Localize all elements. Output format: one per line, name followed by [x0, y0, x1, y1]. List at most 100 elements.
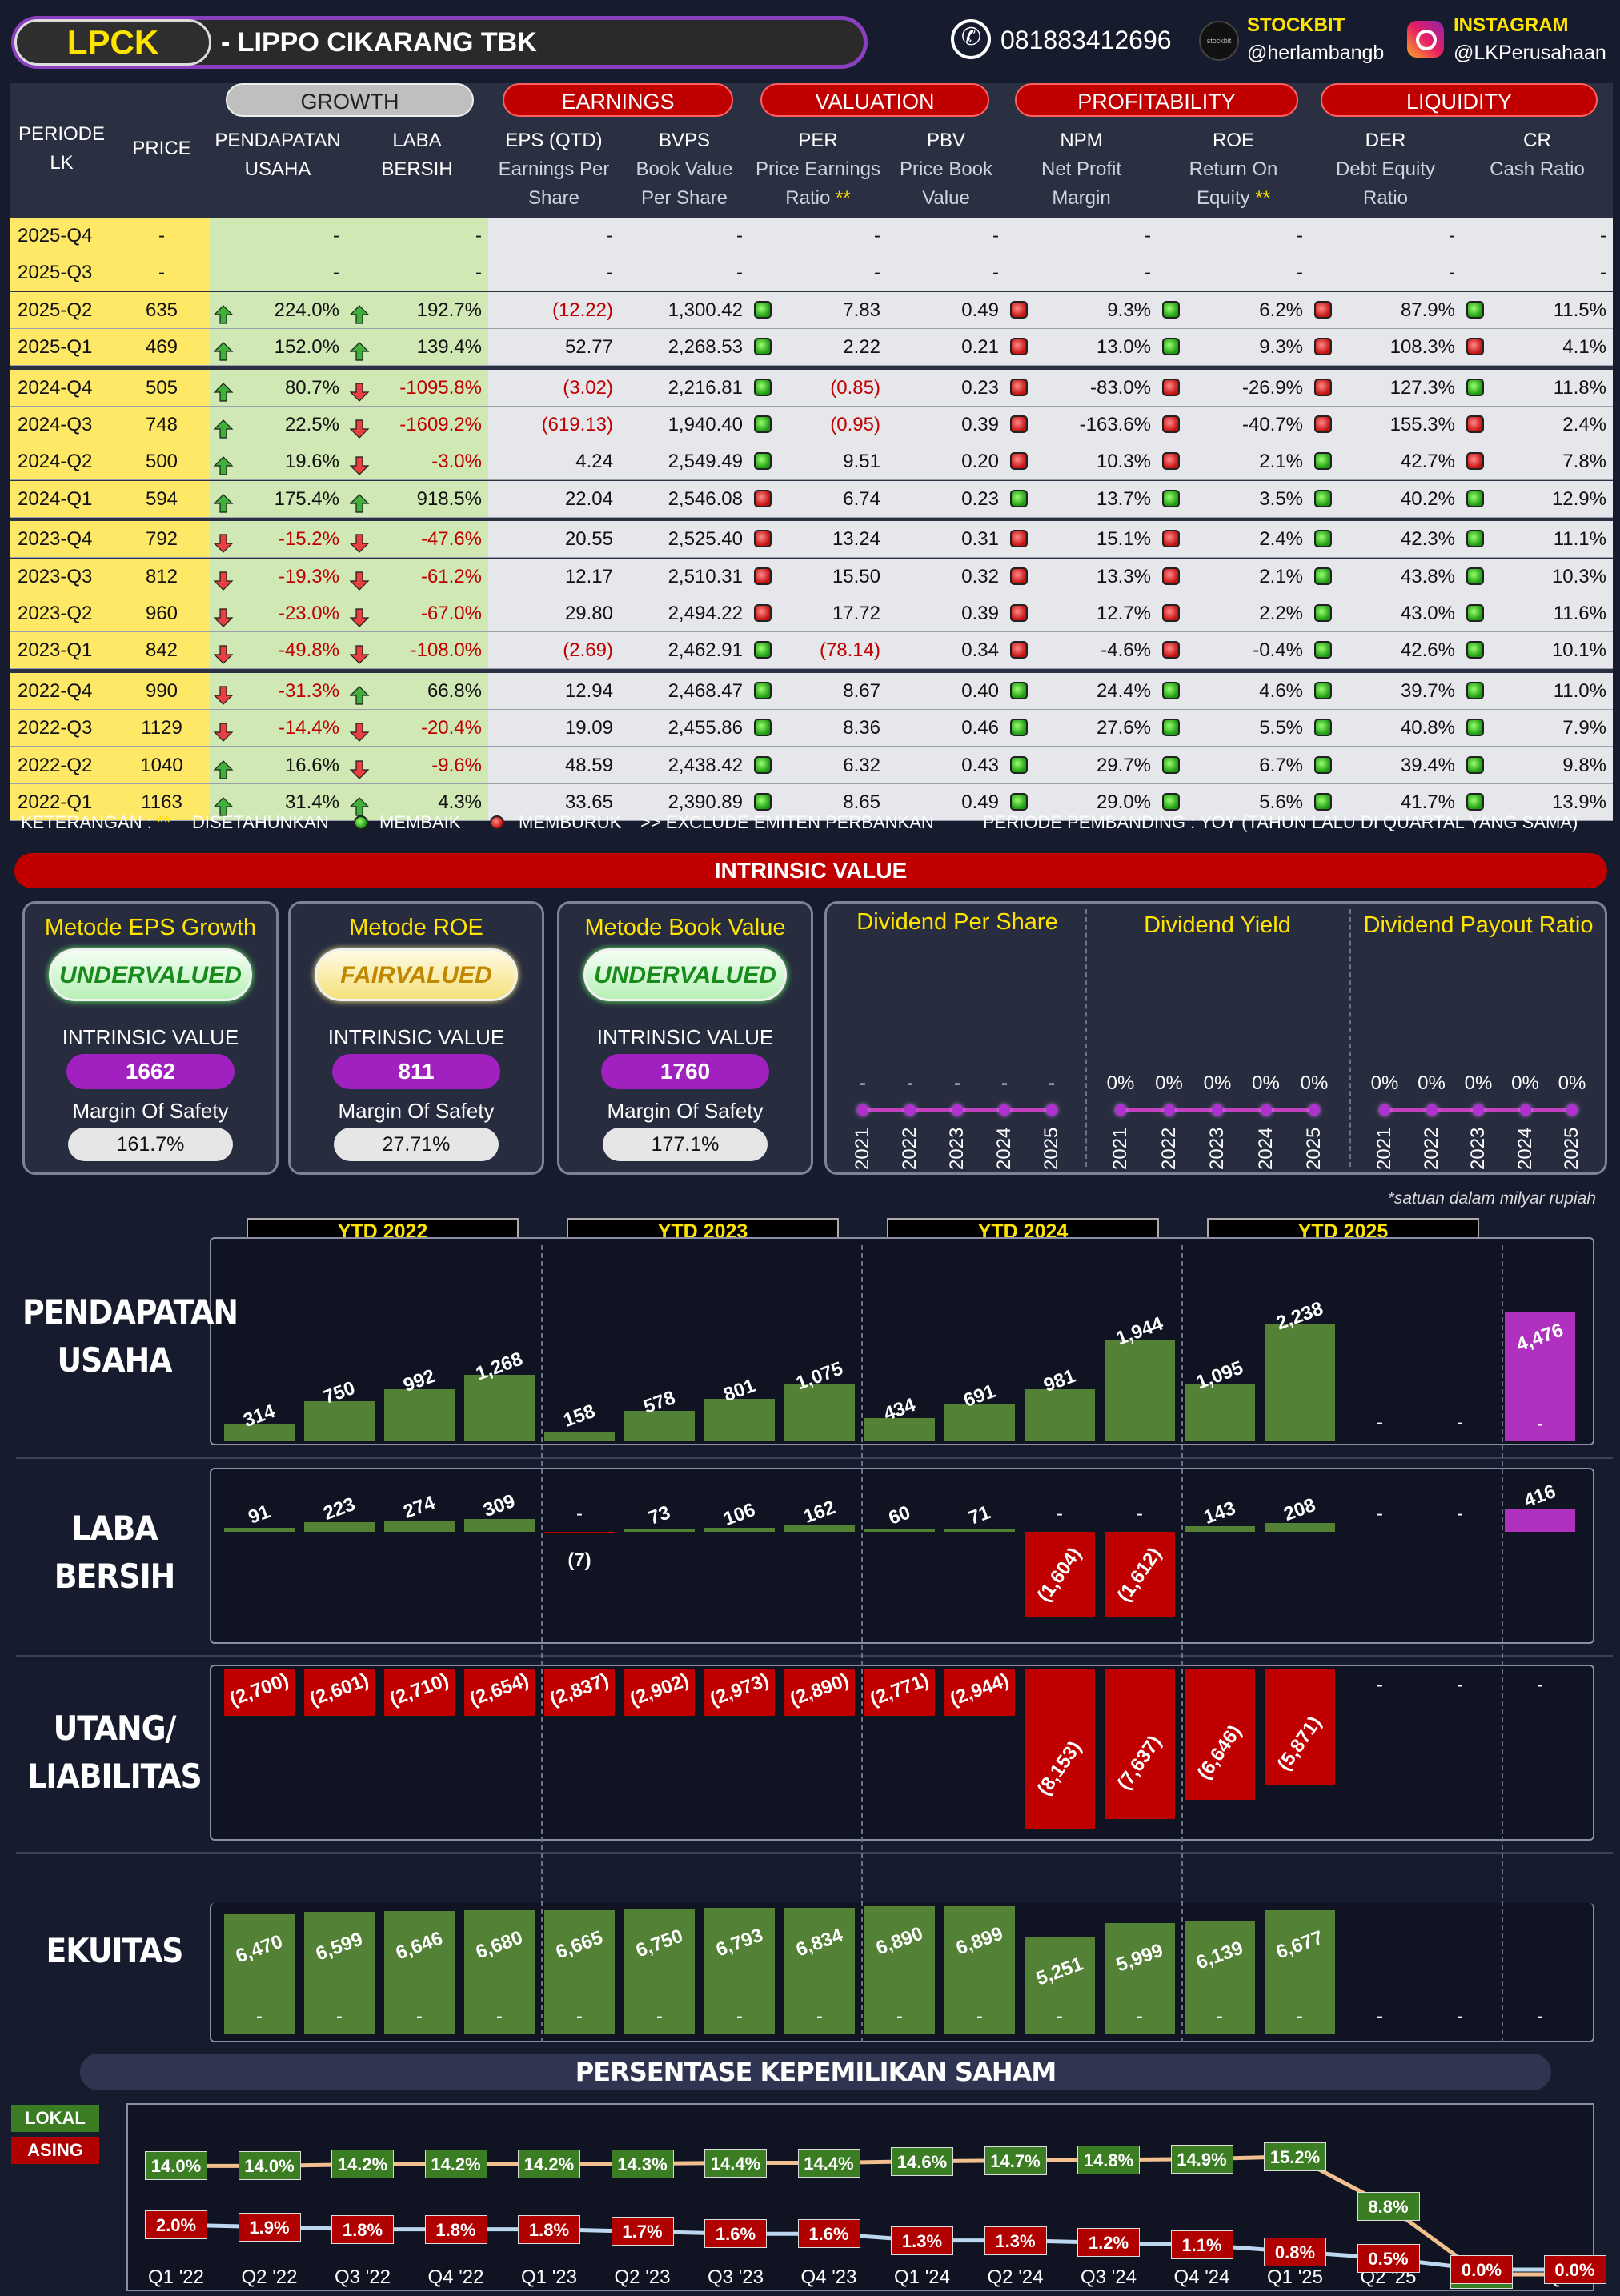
column-header-line: Margin: [1052, 187, 1111, 209]
phone-number[interactable]: 081883412696: [1000, 26, 1172, 54]
status-bad-icon: [1314, 378, 1332, 396]
instagram-icon: [1407, 21, 1444, 58]
cell-p: 2024-Q4: [10, 369, 114, 406]
revenue-bar: [384, 1388, 455, 1441]
column-header-line: BERSIH: [381, 158, 453, 180]
asing-value: 1.1%: [1170, 2230, 1233, 2260]
status-good-icon: [1314, 530, 1332, 548]
cell-npm: 13.0%: [1005, 329, 1157, 366]
cell-bvps: 2,510.31: [620, 558, 749, 595]
cell-cr: 7.9%: [1462, 710, 1613, 747]
cell-price: 960: [114, 595, 210, 631]
liabilities-bar: [464, 1669, 535, 1716]
revenue-bar: [864, 1417, 935, 1441]
status-bad-icon: [1314, 338, 1332, 356]
status-good-icon: [1162, 338, 1180, 356]
empty-value: -: [1537, 1413, 1543, 1435]
revenue-bar: [544, 1432, 615, 1441]
cell-laba: -108.0%: [346, 632, 488, 669]
stockbit-logo-icon: stockbit: [1199, 21, 1239, 61]
cell-laba: -3.0%: [346, 443, 488, 480]
instagram-label: INSTAGRAM: [1454, 14, 1569, 36]
status-good-icon: [1466, 755, 1484, 774]
cell-eps: (619.13): [488, 407, 620, 443]
stockbit-handle[interactable]: @herlambangb: [1247, 42, 1385, 64]
arrow-up-icon: [213, 452, 234, 475]
cell-per: 2.22: [749, 329, 887, 366]
cell-npm: 13.7%: [1005, 480, 1157, 517]
quarter-label: Q3 '24: [1081, 2266, 1137, 2288]
asing-value: 1.3%: [984, 2226, 1047, 2255]
cell-p: 2025-Q3: [10, 254, 114, 291]
table-row: 2023-Q1 842 -49.8% -108.0% (2.69) 2,462.91 (78…: [10, 632, 1613, 670]
equity-bar: [1265, 1910, 1335, 2034]
cell-per: 8.36: [749, 710, 887, 747]
cell-price: 1129: [114, 710, 210, 747]
cell-laba: -61.2%: [346, 558, 488, 595]
lokal-value: 14.6%: [891, 2146, 953, 2176]
cell-npm: 15.1%: [1005, 521, 1157, 558]
cell-price: 748: [114, 407, 210, 443]
intrinsic-value-label: INTRINSIC VALUE: [327, 1025, 505, 1049]
intrinsic-value: 1662: [66, 1054, 235, 1089]
status-good-icon: [1314, 755, 1332, 774]
ownership-panel: [126, 2103, 1594, 2291]
cell-price: 500: [114, 443, 210, 480]
cell-eps: 29.80: [488, 595, 620, 631]
status-good-icon: [1010, 719, 1028, 737]
column-header-per: PER Price Earnings Ratio **: [749, 126, 887, 213]
asing-value: 1.8%: [424, 2214, 487, 2244]
table-row: 2025-Q1 469 152.0% 139.4% 52.77 2,268.53 2.22 0…: [10, 329, 1613, 367]
status-good-icon: [1010, 793, 1028, 811]
cell-laba: 192.7%: [346, 291, 488, 328]
status-bad-icon: [1466, 338, 1484, 356]
cell-pend: 80.7%: [210, 369, 346, 406]
ownership-title: PERSENTASE KEPEMILIKAN SAHAM: [80, 2054, 1551, 2090]
cell-p: 2025-Q1: [10, 329, 114, 366]
margin-of-safety-label: Margin Of Safety: [72, 1099, 229, 1123]
column-header-npm: NPM Net Profit Margin: [1005, 126, 1157, 213]
dividend-value: 0%: [1300, 1072, 1329, 1094]
cell-npm: 12.7%: [1005, 595, 1157, 631]
cell-p: 2023-Q1: [10, 632, 114, 669]
legend-red-icon: [490, 815, 504, 830]
asing-value: 0.0%: [1543, 2255, 1606, 2284]
column-header-line: PERIODE: [18, 123, 106, 145]
column-header-line: Ratio: [1362, 187, 1409, 209]
stockbit-label: STOCKBIT: [1247, 14, 1345, 36]
cell-price: -: [114, 254, 210, 291]
cell-pend: 19.6%: [210, 443, 346, 480]
cell-roe: -: [1157, 218, 1309, 254]
revenue-bar: [1025, 1389, 1095, 1441]
asing-value: 1.8%: [518, 2214, 580, 2244]
instagram-handle[interactable]: @LKPerusahaan: [1454, 42, 1606, 64]
cell-laba: -47.6%: [346, 521, 488, 558]
legend-memburuk: MEMBURUK: [519, 812, 622, 832]
liabilities-bar: [304, 1669, 375, 1716]
cell-pbv: 0.21: [887, 329, 1005, 366]
divider: [16, 1852, 1613, 1854]
column-header-line: Share: [527, 187, 580, 209]
cell-bvps: -: [620, 254, 749, 291]
column-header-line: Per Share: [640, 187, 728, 209]
status-good-icon: [1314, 719, 1332, 737]
empty-value: -: [1457, 1412, 1463, 1433]
column-header-line: Debt Equity: [1335, 158, 1436, 180]
quarter-label: Q1 '24: [894, 2266, 950, 2288]
cell-der: 127.3%: [1309, 369, 1462, 406]
cell-cr: 11.1%: [1462, 521, 1613, 558]
lokal-value: 14.3%: [611, 2149, 674, 2178]
status-good-icon: [1314, 681, 1332, 699]
column-header-line: DER: [1365, 130, 1406, 151]
cell-bvps: 2,462.91: [620, 632, 749, 669]
cell-per: 9.51: [749, 443, 887, 480]
arrow-down-icon: [213, 567, 234, 591]
cell-npm: 9.3%: [1005, 291, 1157, 328]
dividend-point: [1566, 1104, 1578, 1116]
dividend-value: -: [860, 1072, 866, 1094]
valuation-badge: UNDERVALUED: [49, 948, 252, 1001]
cell-pbv: 0.23: [887, 369, 1005, 406]
quarter-label: Q1 '25: [1267, 2266, 1323, 2288]
status-bad-icon: [1010, 604, 1028, 622]
cell-eps: 4.24: [488, 443, 620, 480]
